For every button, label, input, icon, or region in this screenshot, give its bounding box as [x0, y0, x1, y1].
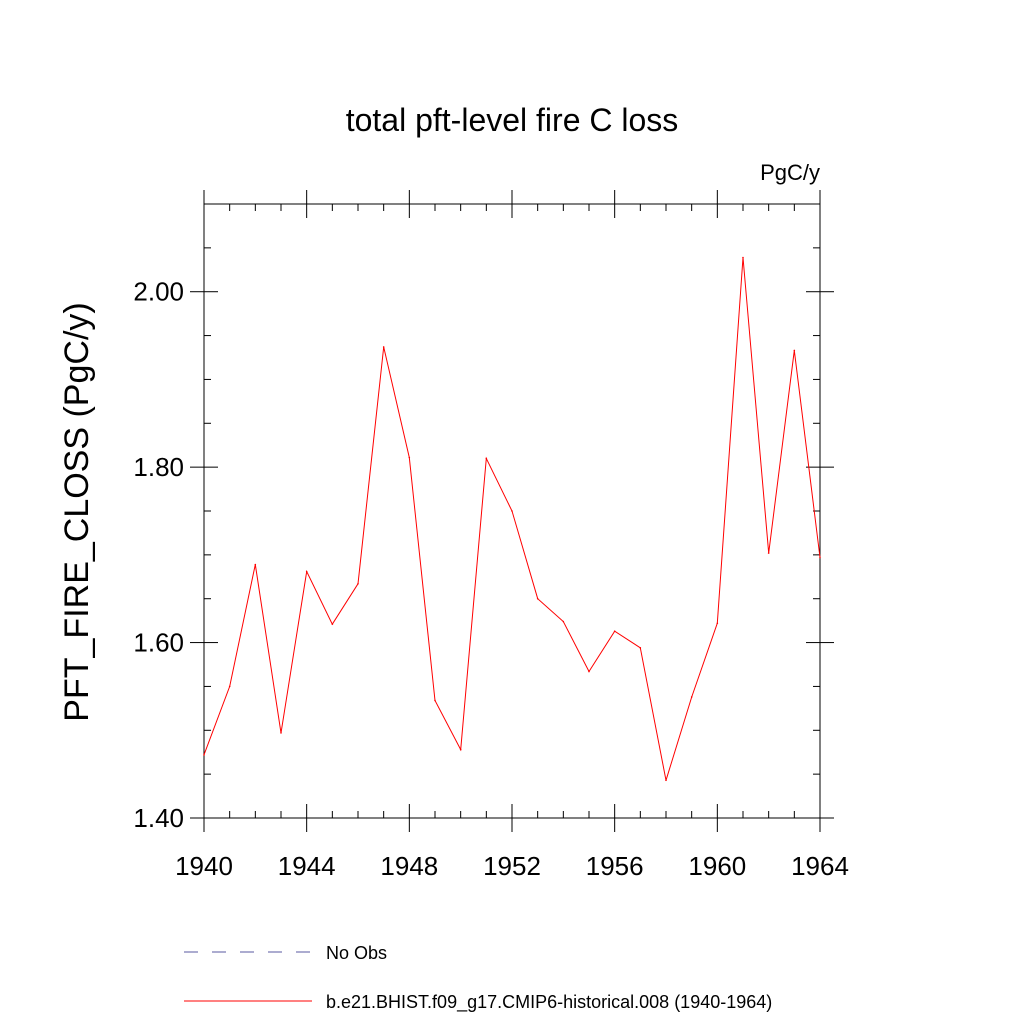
y-axis-label: PFT_FIRE_CLOSS (PgC/y) — [58, 302, 96, 721]
data-point — [331, 623, 334, 625]
legend-label: b.e21.BHIST.f09_g17.CMIP6-historical.008… — [326, 992, 772, 1013]
data-point — [357, 583, 359, 585]
data-point — [305, 570, 308, 573]
legend-label: No Obs — [326, 943, 387, 963]
data-point — [562, 620, 565, 623]
data-point — [588, 670, 590, 673]
data-point — [716, 622, 719, 625]
data-point — [280, 732, 282, 734]
x-tick-label: 1960 — [688, 851, 746, 881]
data-point — [408, 456, 411, 459]
y-tick-label: 1.40 — [133, 803, 184, 833]
data-point — [742, 256, 744, 259]
units-label: PgC/y — [760, 160, 820, 185]
data-point — [793, 349, 796, 352]
data-point — [382, 346, 385, 348]
x-tick-label: 1964 — [791, 851, 849, 881]
chart-title: total pft-level fire C loss — [346, 102, 679, 138]
data-point — [434, 699, 436, 702]
x-tick-label: 1940 — [175, 851, 233, 881]
y-tick-label: 2.00 — [133, 277, 184, 307]
data-point — [511, 510, 513, 512]
data-point — [690, 696, 693, 698]
data-point — [536, 597, 539, 600]
data-point — [203, 754, 205, 756]
data-point — [254, 563, 257, 566]
data-point — [459, 748, 462, 751]
x-tick-label: 1952 — [483, 851, 541, 881]
data-point — [485, 457, 488, 460]
x-tick-label: 1944 — [278, 851, 336, 881]
x-axis: 1940 1944 1948 1952 1956 1960 1964 — [175, 190, 849, 881]
y-tick-label: 1.60 — [133, 628, 184, 658]
data-point — [639, 647, 642, 649]
series-line — [203, 257, 821, 781]
data-point — [819, 556, 821, 559]
series-layer — [203, 256, 821, 782]
data-point — [767, 552, 770, 554]
x-tick-label: 1956 — [586, 851, 644, 881]
y-axis: 1.40 1.60 1.80 2.00 — [133, 203, 834, 833]
x-tick-label: 1948 — [380, 851, 438, 881]
y-tick-label: 1.80 — [133, 452, 184, 482]
data-point — [665, 779, 667, 782]
data-point — [613, 630, 616, 632]
data-point — [228, 685, 231, 688]
legend: No Obs b.e21.BHIST.f09_g17.CMIP6-historic… — [184, 943, 772, 1013]
